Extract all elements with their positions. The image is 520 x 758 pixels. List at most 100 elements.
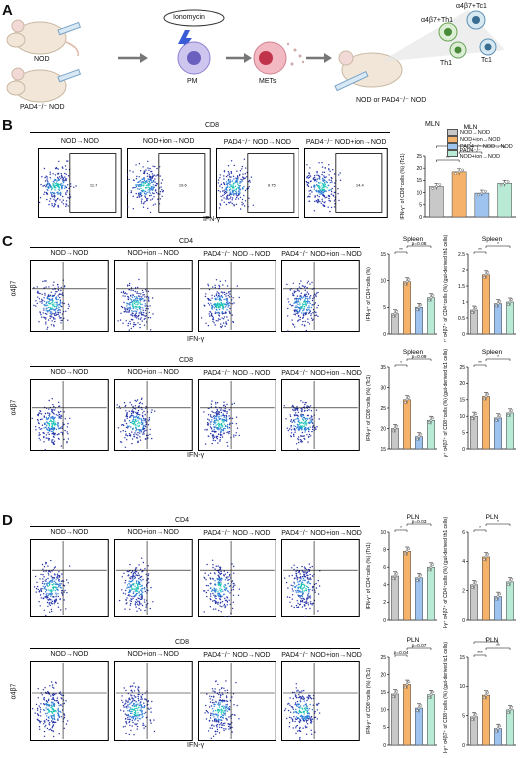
- y-tick-label: 5: [383, 725, 386, 731]
- data-point: [457, 170, 461, 174]
- flow-plot-title: PAD4⁻/⁻ NOD+ion→NOD: [281, 370, 362, 377]
- legend-item: PAD4⁻/⁻ NOD+ion→NOD: [447, 148, 520, 160]
- bar: [403, 399, 411, 450]
- y-tick-label: 10: [416, 190, 422, 196]
- data-point: [506, 711, 510, 714]
- y-tick-label: 25: [459, 365, 465, 371]
- data-point: [395, 310, 399, 313]
- data-point: [431, 187, 435, 190]
- data-point: [496, 416, 500, 420]
- significance-label: **: [478, 247, 482, 253]
- chart-title: Spleen: [403, 349, 424, 356]
- y-tick-label: 20: [380, 672, 386, 678]
- y-tick-label: 10: [380, 530, 386, 536]
- chart-title: Spleen: [403, 236, 424, 243]
- flow-plot-title: NOD→NOD: [60, 138, 99, 145]
- y-tick-label: 10: [380, 708, 386, 714]
- data-point: [454, 172, 457, 175]
- bar: [427, 694, 435, 746]
- bar: [415, 577, 423, 621]
- significance-label: p=0.09: [412, 354, 427, 360]
- flow-plot-title: PAD4⁻/⁻ NOD→NOD: [203, 652, 271, 659]
- data-point: [486, 552, 490, 556]
- y-tick-label: 15: [380, 690, 386, 696]
- data-point: [496, 727, 500, 730]
- data-point: [480, 191, 484, 195]
- bar: [415, 707, 423, 746]
- y-tick-label: 0.5: [458, 316, 465, 322]
- chart-title: PLN: [486, 514, 499, 521]
- data-point: [494, 729, 498, 733]
- y-tick-label: 15: [416, 178, 422, 184]
- cell-label-a4b7-tc1: α4β7+Tc1: [456, 3, 487, 10]
- data-point: [510, 298, 514, 301]
- data-point: [484, 555, 488, 559]
- panel-c-cd4-y-title: α4β7: [10, 280, 18, 297]
- flow-plot: [281, 379, 360, 451]
- flow-plot-title: NOD+ion→NOD: [127, 529, 179, 536]
- data-point: [417, 706, 421, 710]
- svg-text:14.4: 14.4: [356, 183, 365, 188]
- flow-plot-title: PAD4⁻/⁻ NOD+ion→NOD: [305, 139, 387, 146]
- svg-text:19.6: 19.6: [179, 183, 188, 188]
- y-tick-label: 25: [380, 406, 386, 412]
- data-point: [498, 414, 502, 417]
- flow-plot-title: PAD4⁻/⁻ NOD→NOD: [223, 139, 291, 146]
- data-point: [391, 577, 395, 580]
- panel-c-cd4-x-title: IFN-γ: [187, 336, 205, 343]
- bar: [427, 420, 435, 450]
- significance-label: *: [497, 519, 499, 525]
- bar: [427, 297, 435, 335]
- significance-label: p=0.07: [412, 643, 427, 649]
- data-point: [427, 421, 431, 425]
- data-point: [474, 580, 478, 584]
- data-point: [417, 435, 421, 438]
- data-point: [431, 294, 435, 297]
- data-point: [472, 583, 476, 587]
- data-point: [415, 308, 419, 312]
- bar: [506, 301, 514, 335]
- y-tick-label: 0: [419, 215, 422, 221]
- data-point: [427, 568, 431, 572]
- y-tick-label: 6: [383, 565, 386, 571]
- panel-d-cd8-label: CD8: [175, 639, 190, 646]
- data-point: [494, 419, 498, 422]
- data-point: [499, 183, 503, 187]
- data-point: [503, 182, 506, 185]
- y-tick-label: 35: [380, 365, 386, 371]
- data-point: [472, 715, 476, 719]
- cell-label-tc1: Tc1: [481, 57, 492, 64]
- y-axis-label: IFN-γ⁺ of CD4⁺cells (%) (Th1): [366, 542, 372, 609]
- data-point: [494, 304, 498, 308]
- data-point: [407, 680, 411, 684]
- y-axis-label: IFN-γ⁺ of CD8⁺cells (%) (Tc1): [366, 668, 372, 734]
- panel-d-pln-cd4-chart: PLN 0 2 4 6 8 10 * p=0.03 IFN-γ⁺ of CD4⁺cells (%)…: [366, 514, 437, 624]
- y-tick-label: 0: [462, 618, 465, 624]
- significance-bracket: [485, 358, 511, 361]
- data-point: [486, 271, 490, 274]
- bar: [470, 584, 478, 621]
- data-point: [477, 193, 480, 197]
- data-point: [484, 395, 488, 398]
- data-point: [508, 300, 512, 304]
- significance-bracket: [473, 251, 487, 254]
- data-point: [429, 693, 433, 696]
- data-point: [496, 302, 500, 305]
- data-point: [405, 398, 409, 402]
- significance-bracket: [406, 358, 432, 361]
- panel-d-pln-cd4-a4b7-chart: PLN 0 2 4 6 * * IFN-γ⁺ α4β7⁺ of CD4⁺cells (%) (…: [443, 514, 516, 628]
- data-point: [419, 432, 423, 436]
- data-point: [427, 298, 431, 302]
- y-tick-label: 15: [380, 447, 386, 453]
- significance-bracket: [458, 151, 483, 154]
- flow-plot-title: PAD4⁻/⁻ NOD→NOD: [203, 530, 271, 537]
- svg-text:9.75: 9.75: [267, 183, 276, 188]
- data-point: [494, 597, 498, 601]
- flow-plot-title: PAD4⁻/⁻ NOD→NOD: [203, 370, 271, 377]
- panel-b-chart-title: MLN: [425, 121, 440, 128]
- data-point: [395, 424, 399, 428]
- data-point: [496, 595, 500, 598]
- data-point: [431, 416, 435, 420]
